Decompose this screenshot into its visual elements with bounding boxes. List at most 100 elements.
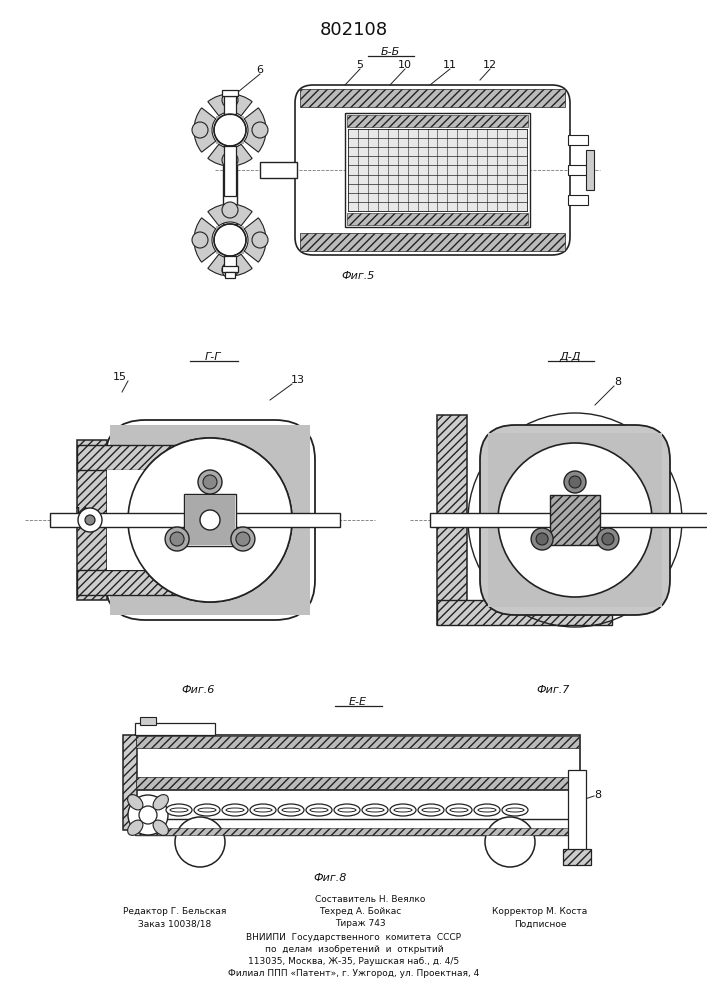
Bar [50, 513, 340, 527]
Text: по  делам  изобретений  и  открытий: по делам изобретений и открытий [264, 944, 443, 954]
Text: Фиг.8: Фиг.8 [313, 873, 346, 883]
Ellipse shape [362, 804, 388, 816]
Circle shape [214, 224, 246, 256]
Text: 10: 10 [398, 60, 412, 70]
Ellipse shape [250, 804, 276, 816]
Bar [140, 717, 156, 725]
Circle shape [236, 532, 250, 546]
Bar [345, 113, 530, 227]
Circle shape [165, 527, 189, 551]
Ellipse shape [170, 808, 188, 812]
Text: Фиг.7: Фиг.7 [537, 685, 570, 695]
Bar [225, 272, 235, 278]
Text: Редактор Г. Бельская: Редактор Г. Бельская [123, 908, 227, 916]
Text: Филиал ППП «Патент», г. Ужгород, ул. Проектная, 4: Филиал ППП «Патент», г. Ужгород, ул. Про… [228, 968, 479, 978]
Ellipse shape [478, 808, 496, 812]
Ellipse shape [222, 804, 248, 816]
Text: Фиг.6: Фиг.6 [181, 685, 215, 695]
Circle shape [602, 533, 614, 545]
Bar [437, 600, 612, 625]
Bar [222, 266, 238, 272]
Circle shape [222, 92, 238, 108]
Bar [300, 89, 565, 107]
Circle shape [139, 806, 157, 824]
Circle shape [128, 438, 292, 602]
Text: Корректор М. Коста: Корректор М. Коста [492, 908, 588, 916]
Ellipse shape [366, 808, 384, 812]
Text: Б-Б: Б-Б [380, 47, 399, 57]
Bar [135, 828, 580, 835]
Bar [430, 513, 707, 527]
Ellipse shape [153, 795, 168, 810]
Circle shape [498, 443, 652, 597]
Text: 13: 13 [291, 375, 305, 385]
Bar [568, 135, 588, 145]
Bar [568, 195, 588, 205]
Bar [568, 770, 586, 850]
Ellipse shape [338, 808, 356, 812]
FancyBboxPatch shape [295, 85, 570, 255]
Circle shape [597, 528, 619, 550]
Ellipse shape [446, 804, 472, 816]
Bar [77, 445, 210, 470]
Ellipse shape [128, 795, 143, 810]
Text: Составитель Н. Веялко: Составитель Н. Веялко [315, 896, 425, 904]
Bar [568, 165, 588, 175]
Text: 12: 12 [483, 60, 497, 70]
Text: E-E: E-E [349, 697, 367, 707]
Text: 5: 5 [356, 60, 363, 70]
Ellipse shape [502, 804, 528, 816]
Bar [224, 96, 236, 114]
Bar [77, 440, 107, 600]
Bar [216, 226, 244, 254]
Bar [135, 723, 215, 735]
Bar [300, 233, 565, 251]
Circle shape [192, 122, 208, 138]
Ellipse shape [422, 808, 440, 812]
Circle shape [231, 527, 255, 551]
Text: Заказ 10038/18: Заказ 10038/18 [139, 920, 211, 928]
Text: 14: 14 [75, 507, 89, 517]
Circle shape [222, 202, 238, 218]
Text: 8: 8 [614, 377, 621, 387]
Ellipse shape [310, 808, 328, 812]
Text: Фиг.5: Фиг.5 [341, 271, 375, 281]
Bar [77, 570, 210, 595]
Wedge shape [208, 144, 252, 166]
Ellipse shape [306, 804, 332, 816]
Circle shape [536, 533, 548, 545]
Bar [136, 736, 579, 748]
Bar [216, 116, 244, 144]
Bar [550, 495, 600, 545]
Wedge shape [194, 218, 216, 262]
Text: Г-Г: Г-Г [205, 352, 221, 362]
Circle shape [222, 262, 238, 278]
Circle shape [78, 508, 102, 532]
Bar [110, 425, 310, 615]
Circle shape [252, 232, 268, 248]
FancyBboxPatch shape [105, 420, 315, 620]
Bar [260, 162, 297, 178]
Text: 8: 8 [595, 790, 602, 800]
Text: 802108: 802108 [320, 21, 388, 39]
Ellipse shape [153, 820, 168, 835]
Circle shape [85, 515, 95, 525]
Circle shape [564, 471, 586, 493]
Circle shape [252, 122, 268, 138]
Circle shape [192, 232, 208, 248]
Wedge shape [244, 218, 266, 262]
Circle shape [175, 817, 225, 867]
Bar [135, 819, 580, 835]
Text: Д-Д: Д-Д [559, 352, 580, 362]
Ellipse shape [506, 808, 524, 812]
Wedge shape [208, 204, 252, 226]
Text: 6: 6 [257, 65, 264, 75]
Ellipse shape [254, 808, 272, 812]
Wedge shape [208, 254, 252, 276]
Text: Подписное: Подписное [514, 920, 566, 928]
Bar [223, 146, 237, 224]
Bar [123, 735, 137, 830]
Ellipse shape [278, 804, 304, 816]
Circle shape [198, 470, 222, 494]
Bar [135, 735, 580, 790]
